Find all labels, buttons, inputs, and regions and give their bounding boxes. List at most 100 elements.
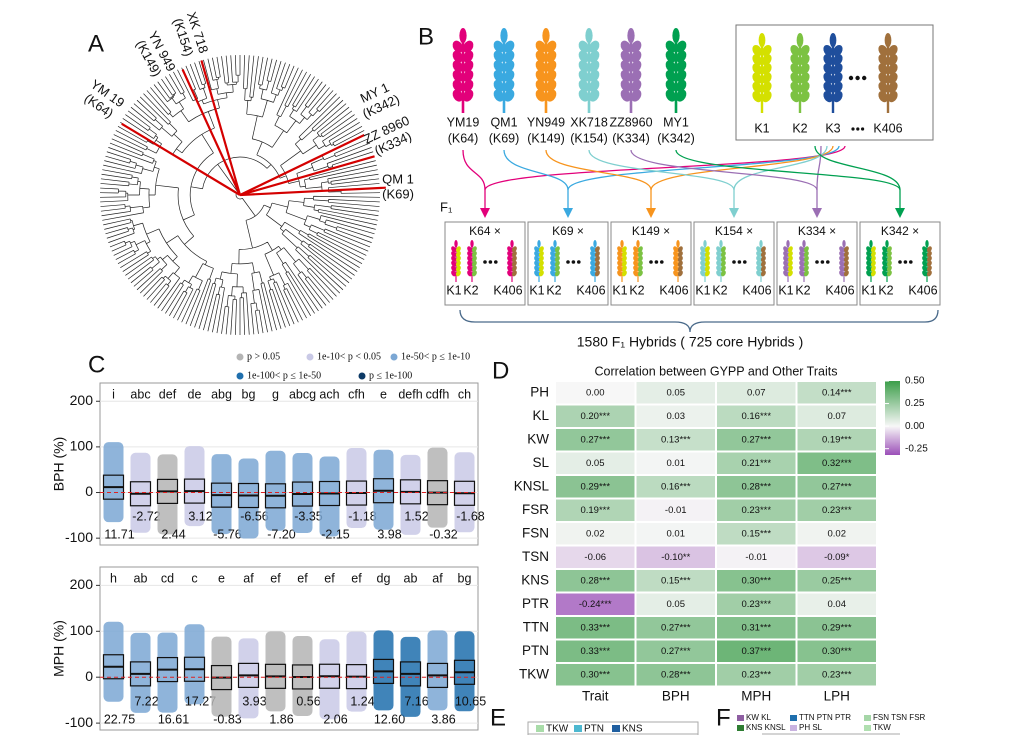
wheat-icon [716,240,726,282]
ellipsis-dot [660,260,664,264]
wheat-grain [870,255,876,262]
wheat-grain [790,44,800,57]
value-label: -0.83 [213,712,242,726]
ellipsis-dot [909,260,913,264]
y-tick-label: 200 [70,392,94,408]
cell-label: 0.31*** [741,622,771,633]
parent-id: (K334) [612,131,650,145]
legend-label: p ≤ 1e-100 [369,370,412,381]
cross-line-name: K406 [659,283,688,297]
wheat-grain [471,255,477,262]
heatmap-cell [797,382,876,404]
wheat-grain [594,246,600,253]
wheat-grain [467,246,473,253]
heatmap-cell [717,382,796,404]
wheat-grain [762,72,772,84]
wheat-grain [716,251,722,258]
wheat-grain [631,79,642,92]
wheat-grain [800,90,810,103]
cell-label: 0.27*** [741,434,771,445]
wheat-grain [673,251,679,258]
colorbar-label: -0.25 [905,443,928,454]
wheat-grain [471,265,477,272]
wheat-grain [620,50,631,63]
wheat-grain [672,28,680,44]
cell-label: 0.23*** [741,599,771,610]
wheat-grain [511,251,517,258]
cell-label: 0.28*** [661,669,691,680]
colorbar-label: 0.50 [905,376,925,387]
cross-line-name: K1 [861,283,876,297]
wheat-grain [467,270,473,277]
heatmap-cell [717,664,796,686]
wheat-grain [700,270,706,277]
cell-label: 0.27*** [580,434,610,445]
wheat-grain [800,81,810,94]
heatmap-cell [717,523,796,545]
cell-label: 0.15*** [741,528,771,539]
wheat-grain [762,54,772,66]
wheat-grain [538,255,544,262]
wheat-grain [922,260,928,267]
cell-label: 0.19*** [580,505,610,516]
wheat-grain [762,63,772,75]
wheat-grain [617,251,623,258]
wheat-grain [787,246,793,253]
tree-label-id: (K69) [382,186,414,201]
wheat-icon [756,240,766,282]
wheat-grain [839,270,845,277]
wheat-grain [467,260,473,267]
group-letter: bg [242,387,256,401]
wheat-icon [783,240,793,282]
wheat-grain [878,44,888,57]
wheat-grain [617,270,623,277]
legend-swatch [864,715,871,721]
wheat-grain [783,246,789,253]
value-label: -1.18 [348,509,377,523]
wheat-grain [550,270,556,277]
wheat-grain [783,265,789,272]
cell-label: 0.16*** [741,411,771,422]
row-label: KW [527,431,549,446]
wheat-grain [803,255,809,262]
wheat-grain [787,265,793,272]
point-cloud [400,454,421,535]
point-cloud [319,639,340,720]
point-cloud [103,621,124,702]
wheat-grain [839,255,845,262]
wheat-icon [590,240,600,282]
wheat-grain [799,260,805,267]
ellipsis-dot [737,260,742,264]
heatmap-cell [636,640,715,662]
wheat-grain [590,270,596,277]
wheat-grain [535,50,546,63]
wheat-grain [507,265,513,272]
wheat-grain [578,50,589,63]
wheat-grain [589,50,600,63]
wheat-grain [594,260,600,267]
wheat-grain [493,89,504,102]
wheat-grain [700,260,706,267]
arrow-head [812,208,822,218]
wheat-grain [783,251,789,258]
wheat-grain [787,270,793,277]
parent-id: (K69) [489,131,520,145]
cell-label: 0.23*** [741,669,771,680]
cell-label: 0.30*** [741,575,771,586]
row-label: TTN [523,619,549,634]
heatmap-cell [797,640,876,662]
wheat-grain [823,63,833,75]
wheat-grain [594,265,600,272]
wheat-grain [620,89,631,102]
heatmap-cell [556,546,635,568]
wheat-grain [534,265,540,272]
group-letter: abcg [289,387,316,401]
wheat-grain [451,270,457,277]
heatmap-cell [636,664,715,686]
wheat-icon [617,240,627,282]
wheat-grain [590,265,596,272]
legend-swatch [574,725,582,732]
wheat-grain [471,260,477,267]
wheat-grain [716,265,722,272]
cell-label: -0.01 [665,505,687,516]
